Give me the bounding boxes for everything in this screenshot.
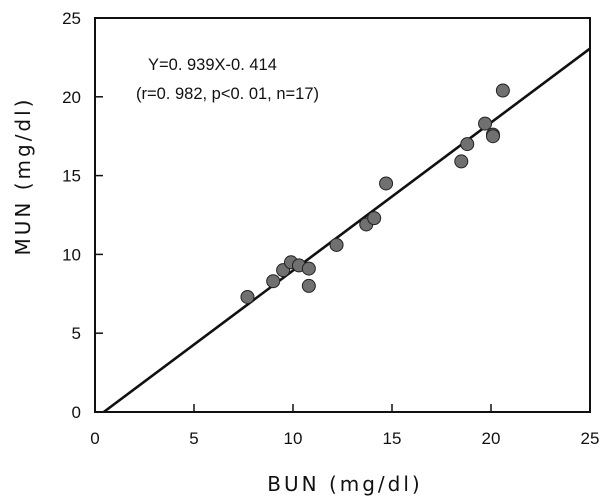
x-tick-label: 15 (383, 429, 402, 448)
x-tick-label: 10 (284, 429, 303, 448)
data-point (495, 83, 510, 98)
data-point (301, 278, 316, 293)
regression-stats: (r=0. 982, p<0. 01, n=17) (136, 85, 319, 103)
data-point (266, 274, 281, 289)
data-point (329, 237, 344, 252)
x-axis-title: BUN (mg/dl) (267, 472, 422, 496)
plot-area (102, 47, 591, 414)
data-point (485, 129, 500, 144)
data-point (478, 116, 493, 131)
y-tick-label: 25 (62, 9, 81, 28)
regression-equation: Y=0. 939X-0. 414 (148, 56, 277, 74)
y-tick-label: 0 (72, 403, 81, 422)
data-point (301, 261, 316, 276)
x-tick-label: 20 (482, 429, 501, 448)
x-tick-label: 0 (90, 429, 99, 448)
axes: 0 5 10 15 20 25 0 5 10 15 20 25 (62, 9, 599, 448)
y-tick-label: 20 (62, 88, 81, 107)
y-axis-title: MUN (mg/dl) (11, 97, 35, 256)
data-point (240, 289, 255, 304)
x-tick-label: 25 (581, 429, 600, 448)
regression-line (102, 47, 591, 414)
x-tick-label: 5 (189, 429, 198, 448)
data-point (367, 211, 382, 226)
y-tick-label: 15 (62, 167, 81, 186)
plot-frame (94, 17, 591, 413)
data-point (460, 137, 475, 152)
data-point (454, 154, 469, 169)
y-tick-label: 10 (62, 245, 81, 264)
data-point (379, 176, 394, 191)
y-tick-label: 5 (72, 324, 81, 343)
